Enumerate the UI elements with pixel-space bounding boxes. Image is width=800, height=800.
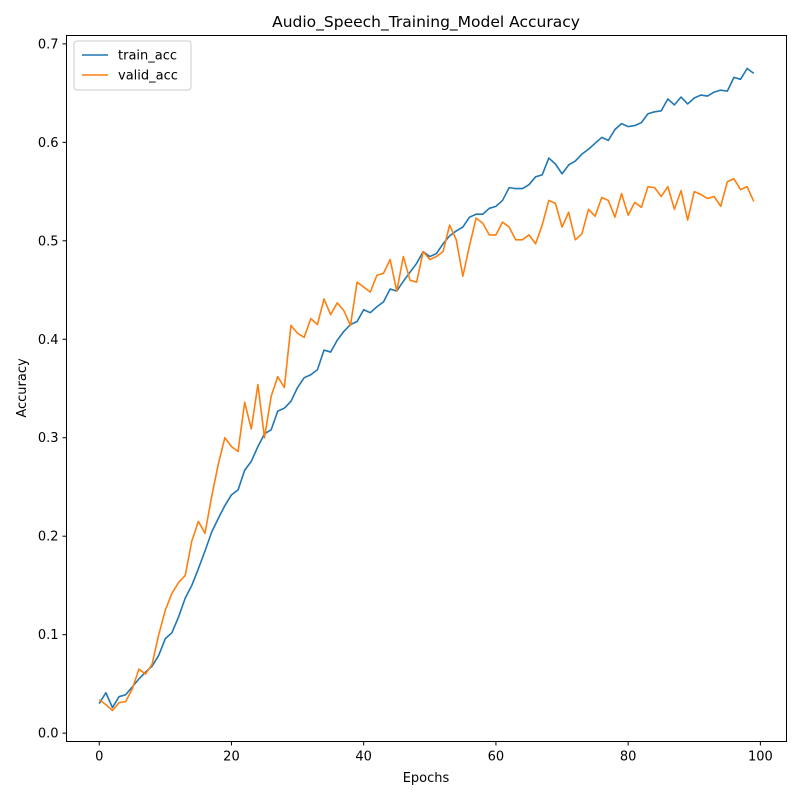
x-tick-label: 80 [620,750,637,765]
legend-label: valid_acc [118,69,178,84]
y-tick-label: 0.0 [38,727,59,742]
x-axis-title: Epochs [403,771,450,786]
legend-box [73,40,192,91]
y-tick-label: 0.4 [38,333,59,348]
x-tick-label: 40 [355,750,372,765]
legend: train_acc valid_acc [73,40,192,91]
chart-title: Audio_Speech_Training_Model Accuracy [272,13,580,32]
legend-label: train_acc [118,49,177,64]
ticks-layer: 0 20 40 60 80 100 0.0 0.1 0.2 0.3 0.4 0.5 0.6 0.7 [38,37,773,764]
y-tick-label: 0.6 [38,136,59,151]
x-tick-label: 100 [748,750,773,765]
plot-frame [66,35,787,742]
y-tick-label: 0.1 [38,628,59,643]
x-tick-label: 20 [223,750,240,765]
series-line-train-acc [98,67,755,709]
y-axis-title: Accuracy [15,358,30,418]
y-tick-label: 0.5 [38,234,59,249]
x-tick-label: 60 [488,750,505,765]
y-tick-label: 0.7 [38,37,59,52]
series-line-valid-acc [98,177,755,712]
y-tick-label: 0.2 [38,530,59,545]
series-layer [98,67,755,712]
y-tick-label: 0.3 [38,431,59,446]
x-tick-label: 0 [95,750,103,765]
